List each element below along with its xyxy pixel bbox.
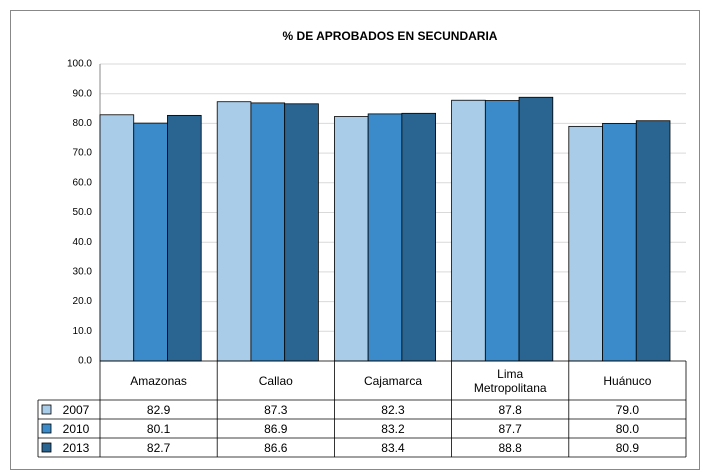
y-tick-label: 0.0 xyxy=(78,356,92,367)
category-label: Huánuco xyxy=(603,373,652,388)
y-tick-label: 70.0 xyxy=(73,148,93,159)
table-value: 82.7 xyxy=(146,440,171,455)
table-value: 80.1 xyxy=(146,421,171,436)
bar xyxy=(333,116,369,362)
legend-swatch xyxy=(41,404,52,415)
y-tick-label: 10.0 xyxy=(73,326,93,337)
y-tick-label: 30.0 xyxy=(73,267,93,278)
category-label: Callao xyxy=(258,373,293,388)
table-value: 82.9 xyxy=(146,402,171,417)
bar xyxy=(216,101,252,362)
table-value: 82.3 xyxy=(381,402,405,417)
category-label: Lima Metropolitana xyxy=(473,366,547,395)
bar xyxy=(284,103,319,362)
bar xyxy=(484,100,520,362)
legend-swatch xyxy=(41,423,52,434)
y-tick-label: 20.0 xyxy=(73,296,93,307)
bar xyxy=(635,120,671,362)
bar xyxy=(568,125,603,362)
bar xyxy=(99,114,135,362)
table-value: 86.9 xyxy=(264,421,288,436)
bar xyxy=(451,99,486,362)
table-value: 87.3 xyxy=(264,402,288,417)
bar xyxy=(602,123,637,362)
bar xyxy=(167,114,202,362)
chart-title: % DE APROBADOS EN SECUNDARIA xyxy=(283,29,498,43)
table-value: 83.4 xyxy=(381,440,405,455)
bar xyxy=(133,122,168,362)
table-value: 87.7 xyxy=(498,421,522,436)
category-label: Cajamarca xyxy=(363,373,422,388)
y-tick-label: 80.0 xyxy=(73,118,93,129)
table-value: 88.8 xyxy=(498,440,522,455)
bar xyxy=(401,112,437,362)
table-value: 83.2 xyxy=(381,421,405,436)
legend-label: 2010 xyxy=(62,421,90,436)
y-tick-label: 40.0 xyxy=(73,237,93,248)
y-tick-label: 100.0 xyxy=(67,59,92,70)
y-tick-label: 60.0 xyxy=(73,177,93,188)
table-value: 86.6 xyxy=(264,440,288,455)
table-value: 80.0 xyxy=(615,421,640,436)
legend-swatch xyxy=(41,442,52,453)
legend-label: 2013 xyxy=(62,440,90,455)
y-tick-label: 90.0 xyxy=(73,88,93,99)
table-value: 79.0 xyxy=(615,402,640,417)
legend-label: 2007 xyxy=(62,402,90,417)
table-value: 87.8 xyxy=(498,402,522,417)
y-tick-label: 50.0 xyxy=(73,207,93,218)
bar xyxy=(367,113,403,362)
category-label: Amazonas xyxy=(130,373,187,388)
bar xyxy=(518,96,554,362)
table-value: 80.9 xyxy=(615,440,640,455)
bar xyxy=(250,102,286,362)
